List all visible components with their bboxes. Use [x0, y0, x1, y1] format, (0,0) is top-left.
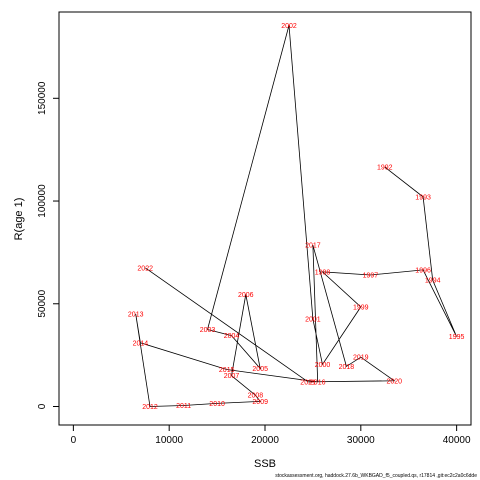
series-path-layer	[135, 25, 457, 407]
y-tick-label: 0	[37, 403, 48, 409]
point-label-1998: 1998	[315, 269, 331, 276]
point-label-1993: 1993	[415, 194, 431, 201]
point-label-2018: 2018	[339, 364, 355, 371]
point-label-2017: 2017	[305, 243, 321, 250]
x-axis: 0 10000 20000 30000 40000	[71, 424, 471, 446]
x-axis-title: SSB	[254, 458, 276, 470]
point-label-2007: 2007	[224, 373, 240, 380]
point-label-2016: 2016	[310, 379, 326, 386]
point-label-1995: 1995	[449, 334, 465, 341]
point-label-2009: 2009	[252, 399, 268, 406]
point-label-2012: 2012	[142, 404, 158, 411]
y-axis-title: R(age 1)	[13, 198, 25, 241]
point-label-2015: 2015	[219, 367, 235, 374]
x-tick-label: 40000	[443, 435, 471, 446]
point-label-1992: 1992	[377, 165, 393, 172]
y-axis: 0 50000 100000 150000	[37, 81, 60, 409]
point-label-2013: 2013	[128, 312, 144, 319]
y-tick-label: 50000	[37, 289, 48, 317]
footer-caption: stockassessment.org, haddock.27.6b_WKBGA…	[275, 473, 477, 479]
point-label-2003: 2003	[200, 327, 216, 334]
point-label-2008: 2008	[248, 393, 264, 400]
point-label-2004: 2004	[224, 333, 240, 340]
point-label-2020: 2020	[387, 378, 403, 385]
point-label-1997: 1997	[363, 273, 379, 280]
y-tick-label: 150000	[37, 81, 48, 115]
point-label-2022: 2022	[137, 265, 153, 272]
point-label-2010: 2010	[209, 401, 225, 408]
point-label-1996: 1996	[415, 267, 431, 274]
x-tick-label: 30000	[347, 435, 375, 446]
point-label-2019: 2019	[353, 355, 369, 362]
point-label-2005: 2005	[252, 366, 268, 373]
point-label-2002: 2002	[281, 23, 297, 30]
x-tick-label: 10000	[155, 435, 183, 446]
point-labels-layer: 1992 1993 1994 1995 1996 1997 1998 1999 2000 2001…	[128, 23, 465, 411]
y-tick-label: 100000	[37, 184, 48, 218]
point-label-2000: 2000	[315, 362, 331, 369]
series-line	[135, 25, 457, 407]
point-label-1994: 1994	[425, 278, 441, 285]
point-label-2014: 2014	[133, 340, 149, 347]
point-label-2011: 2011	[176, 403, 191, 410]
point-label-2006: 2006	[238, 292, 254, 299]
point-label-1999: 1999	[353, 304, 369, 311]
x-tick-label: 20000	[251, 435, 279, 446]
point-label-2001: 2001	[305, 317, 321, 324]
point-label-2021: 2021	[300, 379, 316, 386]
x-tick-label: 0	[71, 435, 77, 446]
